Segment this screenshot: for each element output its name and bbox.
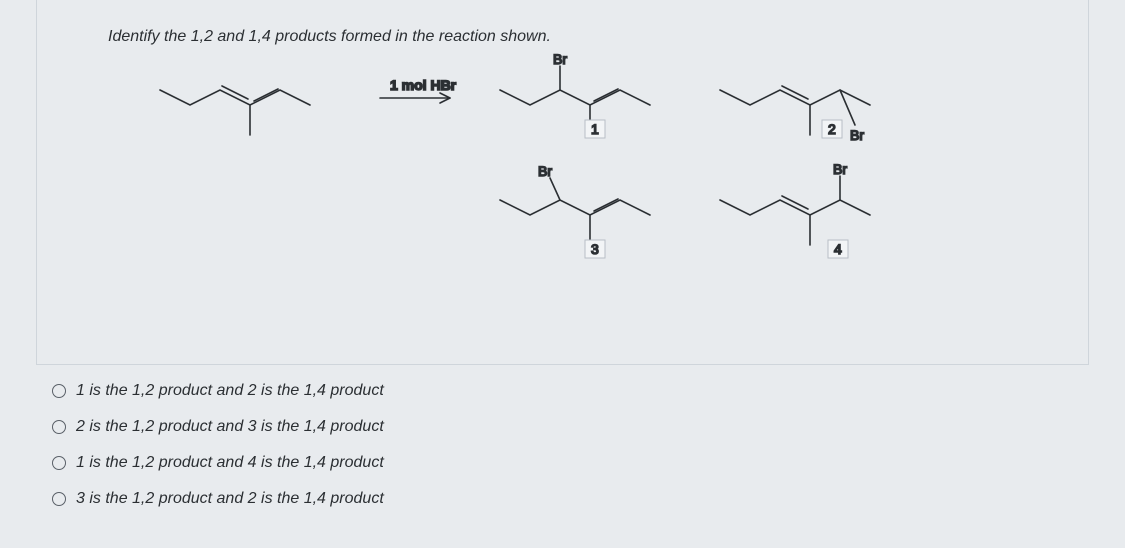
br-label-1: Br (553, 51, 567, 67)
product-2: Br 2 (720, 86, 870, 143)
question-page: Identify the 1,2 and 1,4 products formed… (0, 0, 1125, 548)
reaction-arrow (380, 93, 450, 103)
product-1-num: 1 (591, 121, 599, 137)
product-4-num: 4 (834, 241, 842, 257)
br-label-4: Br (833, 161, 847, 177)
question-prompt: Identify the 1,2 and 1,4 products formed… (108, 28, 551, 46)
option-1-text: 1 is the 1,2 product and 2 is the 1,4 pr… (76, 382, 384, 400)
answer-options: 1 is the 1,2 product and 2 is the 1,4 pr… (52, 382, 384, 508)
option-3[interactable]: 1 is the 1,2 product and 4 is the 1,4 pr… (52, 454, 384, 472)
product-1: Br 1 (500, 51, 650, 138)
option-2-text: 2 is the 1,2 product and 3 is the 1,4 pr… (76, 418, 384, 436)
br-label-3: Br (538, 163, 552, 179)
starting-material (160, 86, 310, 135)
radio-icon (52, 420, 66, 434)
br-label-2: Br (850, 127, 864, 143)
option-2[interactable]: 2 is the 1,2 product and 3 is the 1,4 pr… (52, 418, 384, 436)
product-3: Br 3 (500, 163, 650, 258)
option-1[interactable]: 1 is the 1,2 product and 2 is the 1,4 pr… (52, 382, 384, 400)
product-2-num: 2 (828, 121, 836, 137)
radio-icon (52, 492, 66, 506)
option-4[interactable]: 3 is the 1,2 product and 2 is the 1,4 pr… (52, 490, 384, 508)
option-4-text: 3 is the 1,2 product and 2 is the 1,4 pr… (76, 490, 384, 508)
radio-icon (52, 456, 66, 470)
option-3-text: 1 is the 1,2 product and 4 is the 1,4 pr… (76, 454, 384, 472)
product-3-num: 3 (591, 241, 599, 257)
product-4: Br 4 (720, 161, 870, 258)
radio-icon (52, 384, 66, 398)
reaction-diagram: 1 mol HBr Br 1 (140, 50, 980, 280)
arrow-label: 1 mol HBr (390, 77, 457, 93)
